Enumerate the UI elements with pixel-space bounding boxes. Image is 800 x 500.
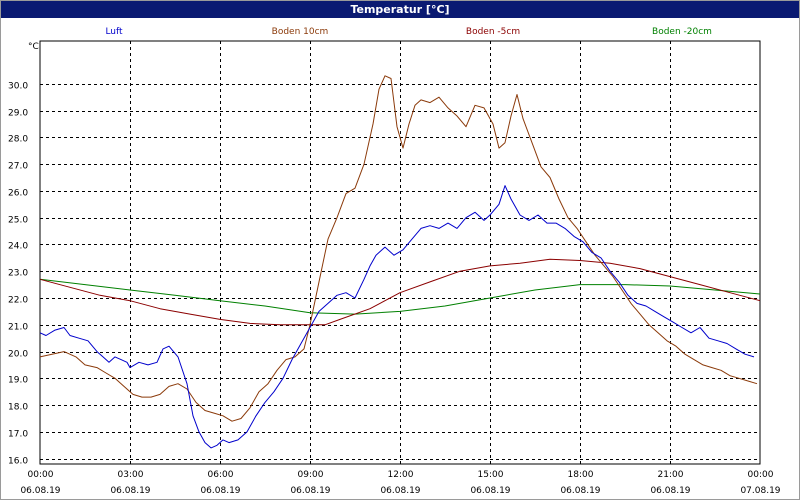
- y-tick-label: 20.0: [8, 350, 28, 360]
- y-tick-label: 29.0: [8, 109, 28, 119]
- legend-boden-10cm: Boden 10cm: [272, 27, 329, 37]
- legend-boden-20cm: Boden -20cm: [652, 27, 712, 37]
- x-tick-date: 07.08.19: [740, 486, 780, 496]
- x-tick-time: 18:00: [568, 470, 594, 480]
- x-tick-date: 06.08.19: [380, 486, 420, 496]
- y-tick-label: 19.0: [8, 376, 28, 386]
- chart-title: Temperatur [°C]: [1, 1, 799, 18]
- legend-boden-5cm: Boden -5cm: [466, 27, 520, 37]
- y-tick-label: 27.0: [8, 162, 28, 172]
- y-tick-label: 22.0: [8, 296, 28, 306]
- x-tick-time: 03:00: [118, 470, 144, 480]
- x-tick-date: 06.08.19: [470, 486, 510, 496]
- x-tick-date: 06.08.19: [560, 486, 600, 496]
- x-tick-time: 06:00: [208, 470, 234, 480]
- series-line-boden-5cm: [39, 258, 761, 326]
- y-tick-label: 28.0: [8, 135, 28, 145]
- y-tick-label: 17.0: [8, 430, 28, 440]
- y-tick-label: 21.0: [8, 323, 28, 333]
- y-tick-label: 16.0: [8, 457, 28, 467]
- x-tick-time: 12:00: [388, 470, 414, 480]
- y-tick-label: 18.0: [8, 403, 28, 413]
- y-axis-unit: °C: [28, 42, 39, 52]
- x-tick-date: 06.08.19: [20, 486, 60, 496]
- y-tick-label: 26.0: [8, 189, 28, 199]
- x-tick-date: 06.08.19: [650, 486, 690, 496]
- x-tick-date: 06.08.19: [200, 486, 240, 496]
- x-tick-time: 00:00: [28, 470, 54, 480]
- series-line-boden-10cm: [39, 75, 758, 422]
- temperature-chart: 16.0 17.0 18.0 19.0 20.0 21.0 22.0 23.0 24.0 25.0…: [8, 27, 781, 496]
- series-line-boden-20cm: [39, 278, 761, 315]
- x-tick-date: 06.08.19: [110, 486, 150, 496]
- x-tick-time: 00:00: [748, 470, 774, 480]
- y-tick-label: 25.0: [8, 216, 28, 226]
- series-line-luft: [39, 185, 755, 449]
- x-tick-time: 21:00: [658, 470, 684, 480]
- y-tick-label: 23.0: [8, 269, 28, 279]
- legend-luft: Luft: [105, 27, 123, 37]
- y-tick-label: 24.0: [8, 242, 28, 252]
- x-tick-time: 15:00: [478, 470, 504, 480]
- x-tick-time: 09:00: [298, 470, 324, 480]
- y-tick-label: 30.0: [8, 82, 28, 92]
- x-tick-date: 06.08.19: [290, 486, 330, 496]
